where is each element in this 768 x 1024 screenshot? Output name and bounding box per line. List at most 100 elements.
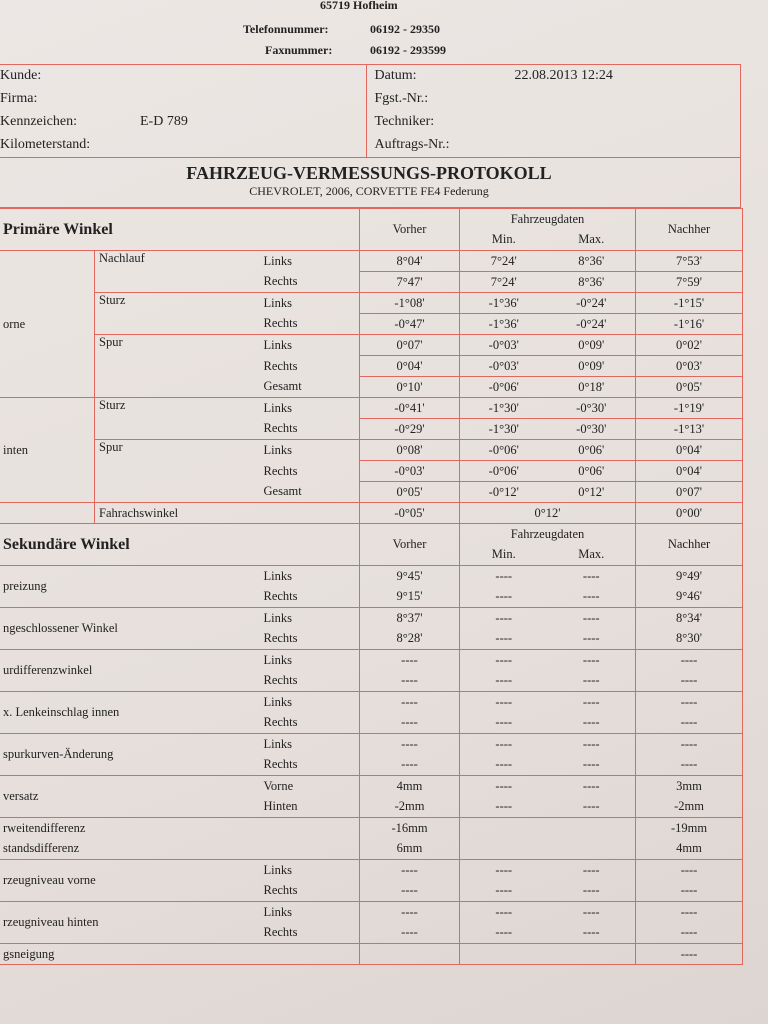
cell: ---- bbox=[547, 628, 637, 650]
cell: ---- bbox=[635, 859, 744, 881]
cell: -19mm bbox=[635, 817, 744, 839]
cell: ---- bbox=[547, 901, 637, 923]
title-box: FAHRZEUG-VERMESSUNGS-PROTOKOLL CHEVROLET… bbox=[0, 157, 741, 208]
table-row: Primäre Winkel Vorher Fahrzeugdaten Nachher bbox=[0, 208, 744, 251]
info-value: 22.08.2013 12:24 bbox=[514, 68, 613, 83]
cell: -2mm bbox=[359, 796, 460, 818]
cell: ---- bbox=[547, 859, 637, 881]
table-row: urdifferenzwinkel Links ---- ---- ---- ---- bbox=[0, 649, 744, 692]
table-row: Rechts 7°47' 7°24' 8°36' 7°59' bbox=[0, 271, 744, 293]
cell bbox=[547, 817, 637, 839]
cell: ---- bbox=[459, 901, 548, 923]
cell bbox=[459, 817, 548, 839]
cell: Rechts bbox=[259, 460, 360, 482]
cell: gsneigung bbox=[0, 943, 260, 965]
cell: Primäre Winkel bbox=[0, 208, 360, 251]
cell: ---- bbox=[547, 733, 637, 755]
cell: Max. bbox=[547, 229, 637, 251]
info-label: Fgst.-Nr.: bbox=[374, 91, 429, 106]
cell: ---- bbox=[459, 880, 548, 902]
cell: Rechts bbox=[259, 355, 360, 377]
cell: 0°09' bbox=[547, 355, 637, 377]
cell: -0°24' bbox=[547, 292, 637, 314]
cell: Rechts bbox=[259, 670, 360, 692]
table-row: Rechts ---- ---- ---- ---- bbox=[0, 712, 744, 734]
cell: 0°06' bbox=[547, 439, 637, 461]
cell: ---- bbox=[359, 733, 460, 755]
measurement-table: Primäre Winkel Vorher Fahrzeugdaten Nachher… bbox=[0, 208, 744, 965]
cell: ---- bbox=[459, 859, 548, 881]
cell: -0°06' bbox=[459, 376, 548, 398]
cell: Rechts bbox=[259, 313, 360, 335]
cell: -0°05' bbox=[359, 502, 460, 524]
cell: versatz bbox=[0, 775, 260, 818]
cell: Rechts bbox=[259, 880, 360, 902]
cell: ---- bbox=[547, 796, 637, 818]
cell bbox=[547, 838, 637, 860]
info-right: Datum: 22.08.2013 12:24 Fgst.-Nr.: Technike… bbox=[365, 65, 741, 157]
cell: Links bbox=[259, 292, 360, 314]
cell: 3mm bbox=[635, 775, 744, 797]
cell: -1°30' bbox=[459, 418, 548, 440]
table-row: ngeschlossener Winkel Links 8°37' ---- ---- 8… bbox=[0, 607, 744, 650]
cell: Rechts bbox=[259, 586, 360, 608]
cell: Rechts bbox=[259, 754, 360, 776]
cell: ---- bbox=[459, 754, 548, 776]
info-left: Kunde: Firma: Kennzeichen: E-D 789 Kilometer… bbox=[0, 65, 366, 157]
cell: -0°03' bbox=[359, 460, 460, 482]
cell bbox=[259, 817, 360, 839]
cell: orne bbox=[0, 250, 95, 398]
cell: rweitendifferenz bbox=[0, 817, 260, 839]
table-row: spurkurven-Änderung Links ---- ---- ---- ---- bbox=[0, 733, 744, 776]
cell: -0°06' bbox=[459, 439, 548, 461]
table-row: Spur Links 0°08' -0°06' 0°06' 0°04' bbox=[0, 439, 744, 503]
cell bbox=[259, 943, 360, 965]
cell: 0°07' bbox=[635, 481, 744, 503]
table-row: rzeugniveau hinten Links ---- ---- ---- ---- bbox=[0, 901, 744, 944]
phone-label: Telefonnummer: bbox=[243, 22, 329, 36]
cell: ---- bbox=[547, 691, 637, 713]
cell: ---- bbox=[547, 922, 637, 944]
cell: Spur bbox=[94, 334, 260, 398]
info-label: Kennzeichen: bbox=[0, 114, 77, 129]
cell: ---- bbox=[459, 796, 548, 818]
cell: 7°24' bbox=[459, 250, 548, 272]
cell: -1°36' bbox=[459, 313, 548, 335]
cell: Fahrzeugdaten bbox=[458, 523, 637, 545]
cell: 8°36' bbox=[547, 271, 637, 293]
cell: Links bbox=[259, 733, 360, 755]
cell: Rechts bbox=[259, 628, 360, 650]
cell: Vorher bbox=[359, 208, 460, 251]
cell: 0°05' bbox=[359, 481, 460, 503]
cell: -1°15' bbox=[635, 292, 744, 314]
cell: 0°06' bbox=[547, 460, 637, 482]
info-label: Firma: bbox=[0, 91, 38, 106]
cell: 7°24' bbox=[459, 271, 548, 293]
cell: Links bbox=[259, 439, 360, 461]
cell: ---- bbox=[635, 901, 744, 923]
cell: -1°30' bbox=[459, 397, 548, 419]
cell: -0°29' bbox=[359, 418, 460, 440]
cell bbox=[0, 502, 95, 524]
cell: 9°45' bbox=[359, 565, 460, 587]
cell: ---- bbox=[359, 670, 460, 692]
cell: ---- bbox=[547, 565, 637, 587]
cell: ---- bbox=[635, 691, 744, 713]
cell: Rechts bbox=[259, 271, 360, 293]
cell: ---- bbox=[635, 670, 744, 692]
cell: ---- bbox=[547, 586, 637, 608]
table-row: Rechts ---- ---- ---- ---- bbox=[0, 754, 744, 776]
cell: Min. bbox=[459, 229, 548, 251]
info-row: Kunde: bbox=[0, 65, 366, 88]
cell: -1°19' bbox=[635, 397, 744, 419]
cell: 0°09' bbox=[547, 334, 637, 356]
phone: 06192 - 29350 bbox=[370, 22, 440, 36]
cell: Spur bbox=[94, 439, 260, 503]
table-row: Fahrachswinkel -0°05' 0°12' 0°00' bbox=[0, 502, 744, 524]
cell: Max. bbox=[547, 544, 637, 566]
cell: -0°24' bbox=[547, 313, 637, 335]
cell: ---- bbox=[635, 754, 744, 776]
cell: 7°59' bbox=[635, 271, 744, 293]
cell: ---- bbox=[359, 880, 460, 902]
info-label: Auftrags-Nr.: bbox=[374, 137, 450, 152]
